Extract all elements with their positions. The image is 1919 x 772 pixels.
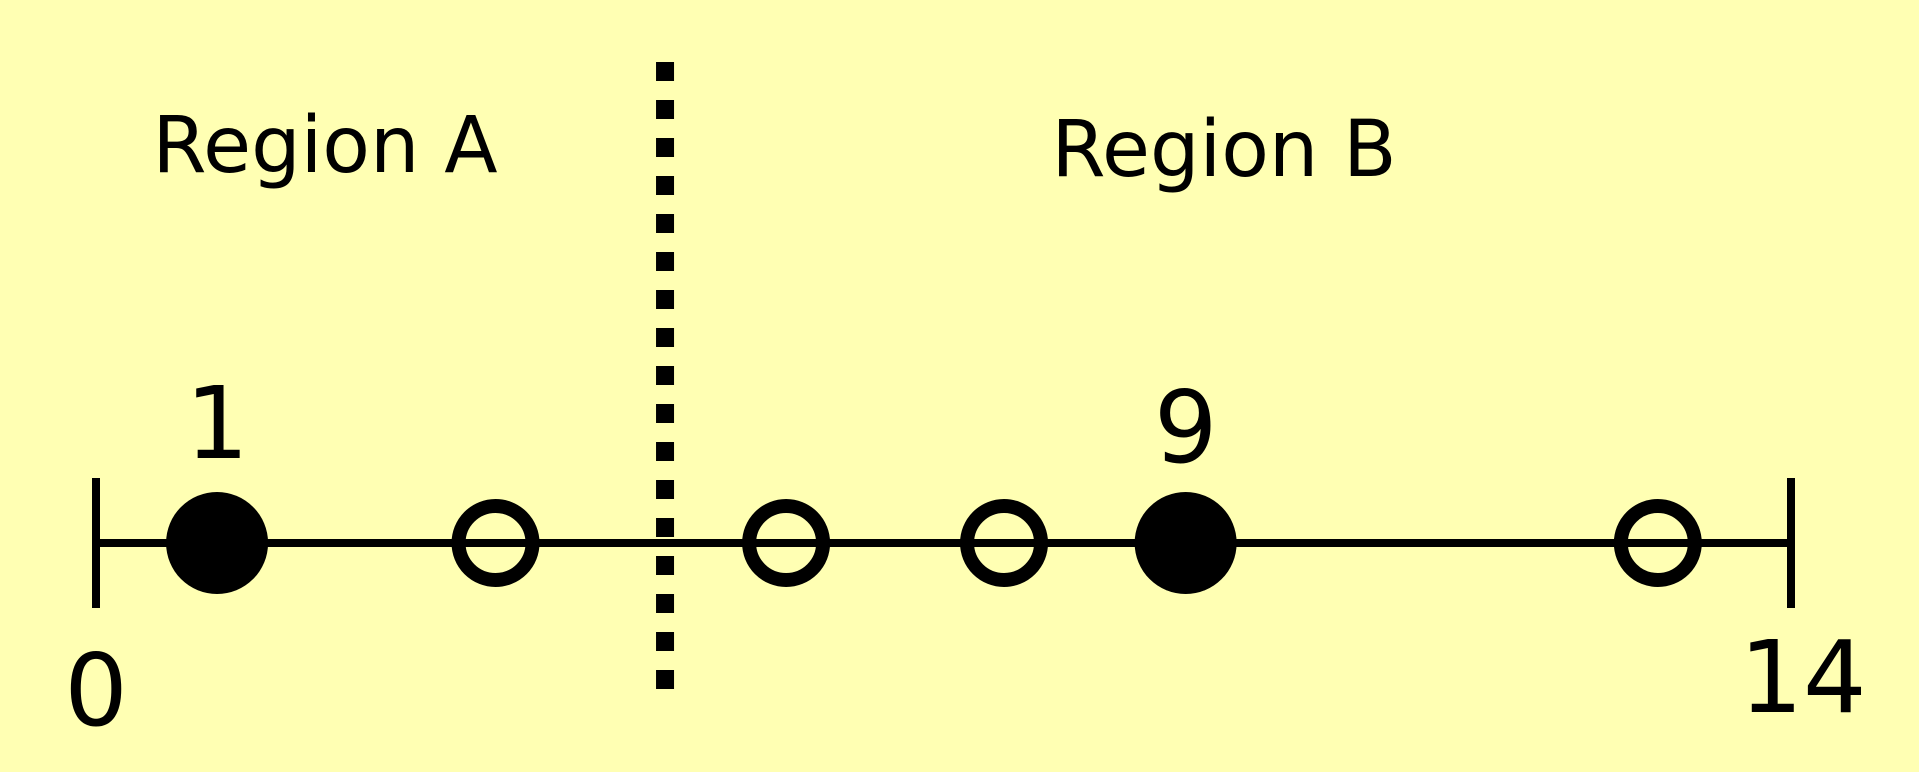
axis-max-label: 14 [1739,619,1866,736]
filled-point-9 [1134,492,1237,594]
filled-point-1 [166,492,269,594]
region-a-label: Region A [152,101,497,191]
open-point-6 [1613,499,1702,587]
region-b-label: Region B [1051,105,1396,195]
point-label-1: 1 [185,365,249,482]
open-point-2 [451,499,540,587]
open-point-4 [960,499,1049,587]
open-point-3 [742,499,831,587]
axis-min-label: 0 [64,632,128,749]
point-label-9: 9 [1154,369,1218,486]
